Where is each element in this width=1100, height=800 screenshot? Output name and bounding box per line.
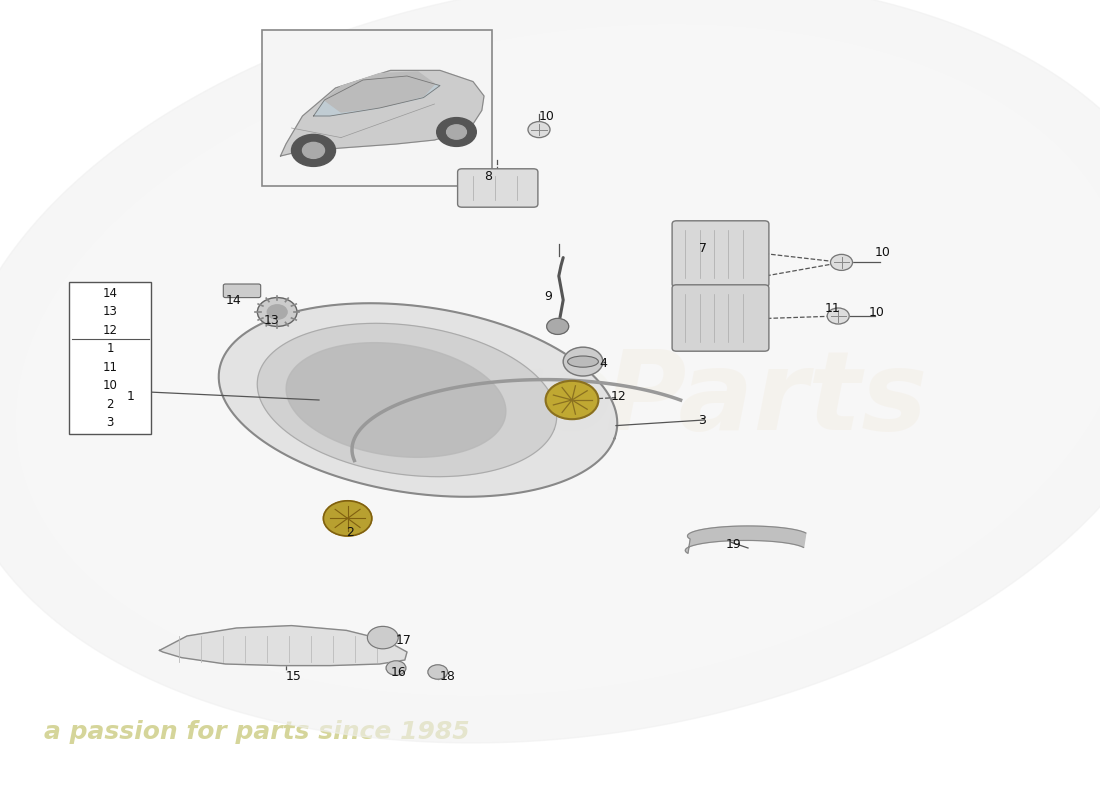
Text: euro: euro [330, 346, 616, 454]
Text: 13: 13 [264, 314, 279, 326]
Circle shape [292, 134, 336, 166]
Text: 15: 15 [286, 670, 301, 682]
Text: 10: 10 [874, 246, 890, 258]
Text: 1: 1 [126, 390, 134, 402]
Circle shape [547, 318, 569, 334]
Text: 3: 3 [107, 416, 113, 430]
Circle shape [302, 142, 324, 158]
Circle shape [437, 118, 476, 146]
Text: 14: 14 [102, 286, 118, 300]
Text: 1: 1 [107, 342, 113, 355]
Circle shape [563, 347, 603, 376]
FancyBboxPatch shape [458, 169, 538, 207]
Ellipse shape [568, 356, 598, 367]
Text: 11: 11 [825, 302, 840, 314]
FancyBboxPatch shape [69, 282, 151, 434]
Text: 4: 4 [600, 358, 607, 370]
FancyBboxPatch shape [223, 284, 261, 298]
Text: 8: 8 [484, 170, 492, 182]
Text: 14: 14 [226, 294, 241, 306]
Text: 12: 12 [102, 324, 118, 337]
Polygon shape [314, 76, 440, 116]
Polygon shape [324, 72, 435, 112]
Text: 10: 10 [539, 110, 554, 122]
Text: 13: 13 [102, 306, 118, 318]
Circle shape [827, 308, 849, 324]
Polygon shape [280, 70, 484, 156]
Text: 19: 19 [726, 538, 741, 550]
Text: 11: 11 [102, 361, 118, 374]
Polygon shape [219, 303, 617, 497]
Circle shape [267, 305, 287, 319]
Text: 3: 3 [698, 414, 706, 426]
Text: 16: 16 [390, 666, 406, 678]
Polygon shape [160, 626, 407, 666]
FancyBboxPatch shape [262, 30, 492, 186]
Text: 7: 7 [698, 242, 706, 254]
Circle shape [367, 626, 398, 649]
Polygon shape [0, 0, 1100, 743]
Text: a passion for parts since 1985: a passion for parts since 1985 [44, 720, 470, 744]
Circle shape [447, 125, 466, 139]
Text: 18: 18 [440, 670, 455, 682]
Circle shape [257, 298, 297, 326]
Text: 9: 9 [544, 290, 552, 302]
FancyBboxPatch shape [672, 285, 769, 351]
Text: 10: 10 [102, 379, 118, 392]
Text: 12: 12 [610, 390, 626, 402]
Text: 2: 2 [107, 398, 113, 410]
Circle shape [546, 381, 598, 419]
Polygon shape [257, 323, 557, 477]
Text: 17: 17 [396, 634, 411, 646]
Text: Parts: Parts [605, 346, 928, 454]
Polygon shape [16, 25, 1100, 695]
Circle shape [830, 254, 852, 270]
Text: 10: 10 [869, 306, 884, 318]
FancyBboxPatch shape [672, 221, 769, 287]
Circle shape [386, 661, 406, 675]
Polygon shape [685, 526, 806, 554]
Polygon shape [286, 342, 506, 458]
Text: 2: 2 [346, 526, 354, 538]
Circle shape [323, 501, 372, 536]
Circle shape [528, 122, 550, 138]
Circle shape [428, 665, 448, 679]
